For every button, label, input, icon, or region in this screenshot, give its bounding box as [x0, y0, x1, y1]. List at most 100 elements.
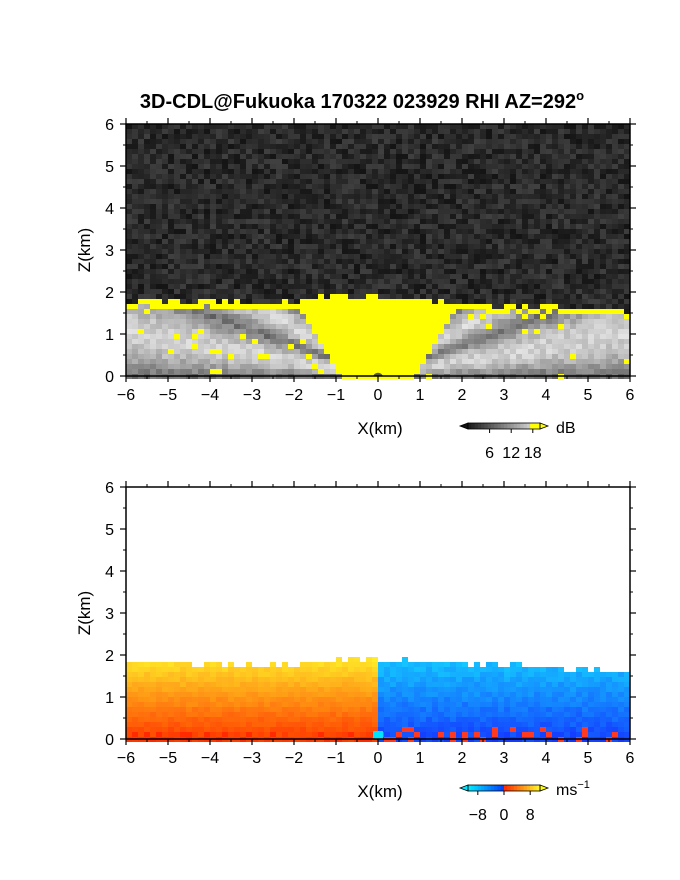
data-cell	[288, 184, 294, 189]
data-cell	[144, 154, 150, 159]
data-cell	[156, 239, 162, 244]
data-cell	[540, 294, 546, 299]
data-cell	[444, 329, 450, 334]
data-cell	[570, 219, 576, 224]
data-cell	[312, 682, 318, 687]
data-cell	[390, 254, 396, 259]
data-cell	[402, 304, 408, 309]
data-cell	[294, 179, 300, 184]
data-cell	[522, 324, 528, 329]
data-cell	[150, 364, 156, 369]
data-cell	[498, 229, 504, 234]
data-cell	[516, 254, 522, 259]
data-cell	[552, 274, 558, 279]
data-cell	[324, 234, 330, 239]
data-cell	[258, 269, 264, 274]
data-cell	[330, 339, 336, 344]
data-cell	[492, 314, 498, 319]
data-cell	[414, 229, 420, 234]
data-cell	[132, 164, 138, 169]
data-cell	[402, 329, 408, 334]
data-cell	[168, 229, 174, 234]
data-cell	[144, 722, 150, 727]
data-cell	[246, 174, 252, 179]
data-cell	[408, 299, 414, 304]
data-cell	[330, 179, 336, 184]
data-cell	[420, 269, 426, 274]
data-cell	[222, 299, 228, 304]
data-cell	[510, 219, 516, 224]
data-cell	[624, 199, 630, 204]
data-cell	[546, 244, 552, 249]
data-cell	[324, 364, 330, 369]
data-cell	[132, 139, 138, 144]
data-cell	[126, 304, 132, 309]
data-cell	[360, 279, 366, 284]
x-tick-label: −2	[285, 387, 303, 404]
data-cell	[282, 359, 288, 364]
data-cell	[240, 672, 246, 677]
data-cell	[198, 672, 204, 677]
data-cell	[522, 149, 528, 154]
data-cell	[492, 224, 498, 229]
data-cell	[600, 309, 606, 314]
data-cell	[198, 204, 204, 209]
data-cell	[402, 164, 408, 169]
data-cell	[318, 274, 324, 279]
data-cell	[312, 344, 318, 349]
data-cell	[258, 229, 264, 234]
data-cell	[306, 304, 312, 309]
data-cell	[168, 702, 174, 707]
data-cell	[438, 329, 444, 334]
data-cell	[306, 687, 312, 692]
data-cell	[258, 284, 264, 289]
data-cell	[474, 344, 480, 349]
data-cell	[372, 224, 378, 229]
data-cell	[294, 687, 300, 692]
data-cell	[348, 274, 354, 279]
data-cell	[480, 354, 486, 359]
x-tick-label: 4	[542, 387, 551, 404]
data-cell	[252, 139, 258, 144]
data-cell	[426, 314, 432, 319]
data-cell	[420, 189, 426, 194]
data-cell	[534, 249, 540, 254]
data-cell	[162, 299, 168, 304]
data-cell	[270, 284, 276, 289]
data-cell	[216, 169, 222, 174]
data-cell	[204, 174, 210, 179]
data-cell	[492, 134, 498, 139]
data-cell	[468, 279, 474, 284]
data-cell	[258, 289, 264, 294]
data-cell	[318, 294, 324, 299]
data-cell	[300, 184, 306, 189]
data-cell	[396, 309, 402, 314]
data-cell	[270, 224, 276, 229]
data-cell	[402, 224, 408, 229]
data-cell	[228, 324, 234, 329]
data-cell	[150, 304, 156, 309]
data-cell	[204, 687, 210, 692]
data-cell	[486, 354, 492, 359]
data-cell	[198, 284, 204, 289]
data-cell	[318, 259, 324, 264]
data-cell	[336, 229, 342, 234]
data-cell	[612, 289, 618, 294]
data-cell	[456, 269, 462, 274]
data-cell	[564, 169, 570, 174]
data-cell	[354, 254, 360, 259]
data-cell	[492, 299, 498, 304]
data-cell	[414, 304, 420, 309]
data-cell	[516, 224, 522, 229]
data-cell	[180, 194, 186, 199]
data-cell	[306, 309, 312, 314]
data-cell	[174, 324, 180, 329]
data-cell	[504, 364, 510, 369]
data-cell	[234, 717, 240, 722]
data-cell	[552, 144, 558, 149]
data-cell	[330, 134, 336, 139]
data-cell	[612, 169, 618, 174]
data-cell	[168, 334, 174, 339]
data-cell	[216, 159, 222, 164]
data-cell	[336, 134, 342, 139]
